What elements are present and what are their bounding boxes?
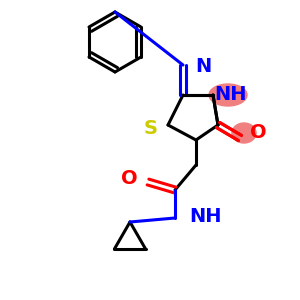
Text: NH: NH [215, 85, 247, 104]
Text: N: N [195, 58, 211, 76]
Text: S: S [144, 119, 158, 139]
Ellipse shape [232, 123, 256, 143]
Text: O: O [122, 169, 138, 188]
Text: O: O [250, 122, 267, 142]
Text: NH: NH [189, 206, 221, 226]
Ellipse shape [209, 84, 247, 106]
